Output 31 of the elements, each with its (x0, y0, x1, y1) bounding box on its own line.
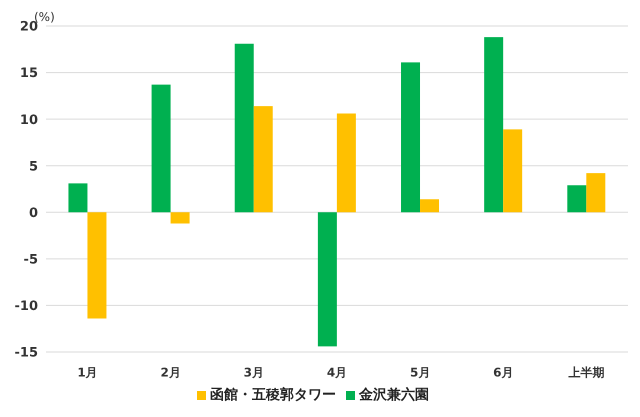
x-tick-label: 1月 (77, 366, 98, 380)
y-tick-label: -10 (14, 299, 38, 314)
bar (420, 199, 440, 212)
bar (87, 212, 106, 318)
bar (254, 106, 273, 212)
y-tick-label: 15 (20, 66, 38, 82)
bar (170, 212, 190, 224)
y-tick-label: -15 (14, 346, 38, 361)
bar (68, 183, 88, 212)
x-tick-label: 4月 (326, 366, 348, 380)
x-tick-label: 6月 (493, 366, 514, 380)
bar (234, 44, 254, 212)
bar (336, 114, 356, 212)
bar (152, 84, 171, 212)
bar (503, 129, 522, 212)
bar (586, 173, 606, 212)
y-tick-label: 5 (28, 159, 38, 174)
x-tick-label: 5月 (410, 366, 430, 380)
y-tick-label: 20 (20, 20, 38, 35)
y-tick-label: 0 (28, 206, 38, 221)
bar (318, 212, 337, 346)
x-tick-label: 3月 (244, 366, 264, 380)
bar (484, 37, 504, 212)
bar (401, 62, 420, 212)
bar (567, 185, 586, 212)
x-tick-label: 2月 (160, 366, 181, 380)
y-tick-label: 10 (20, 112, 38, 128)
legend-label: 金沢兼六園 (359, 387, 429, 403)
x-tick-label: 上半期 (567, 366, 604, 380)
y-tick-label: -5 (24, 252, 38, 268)
legend-label: 函館・五稜郭タワー (210, 387, 336, 403)
